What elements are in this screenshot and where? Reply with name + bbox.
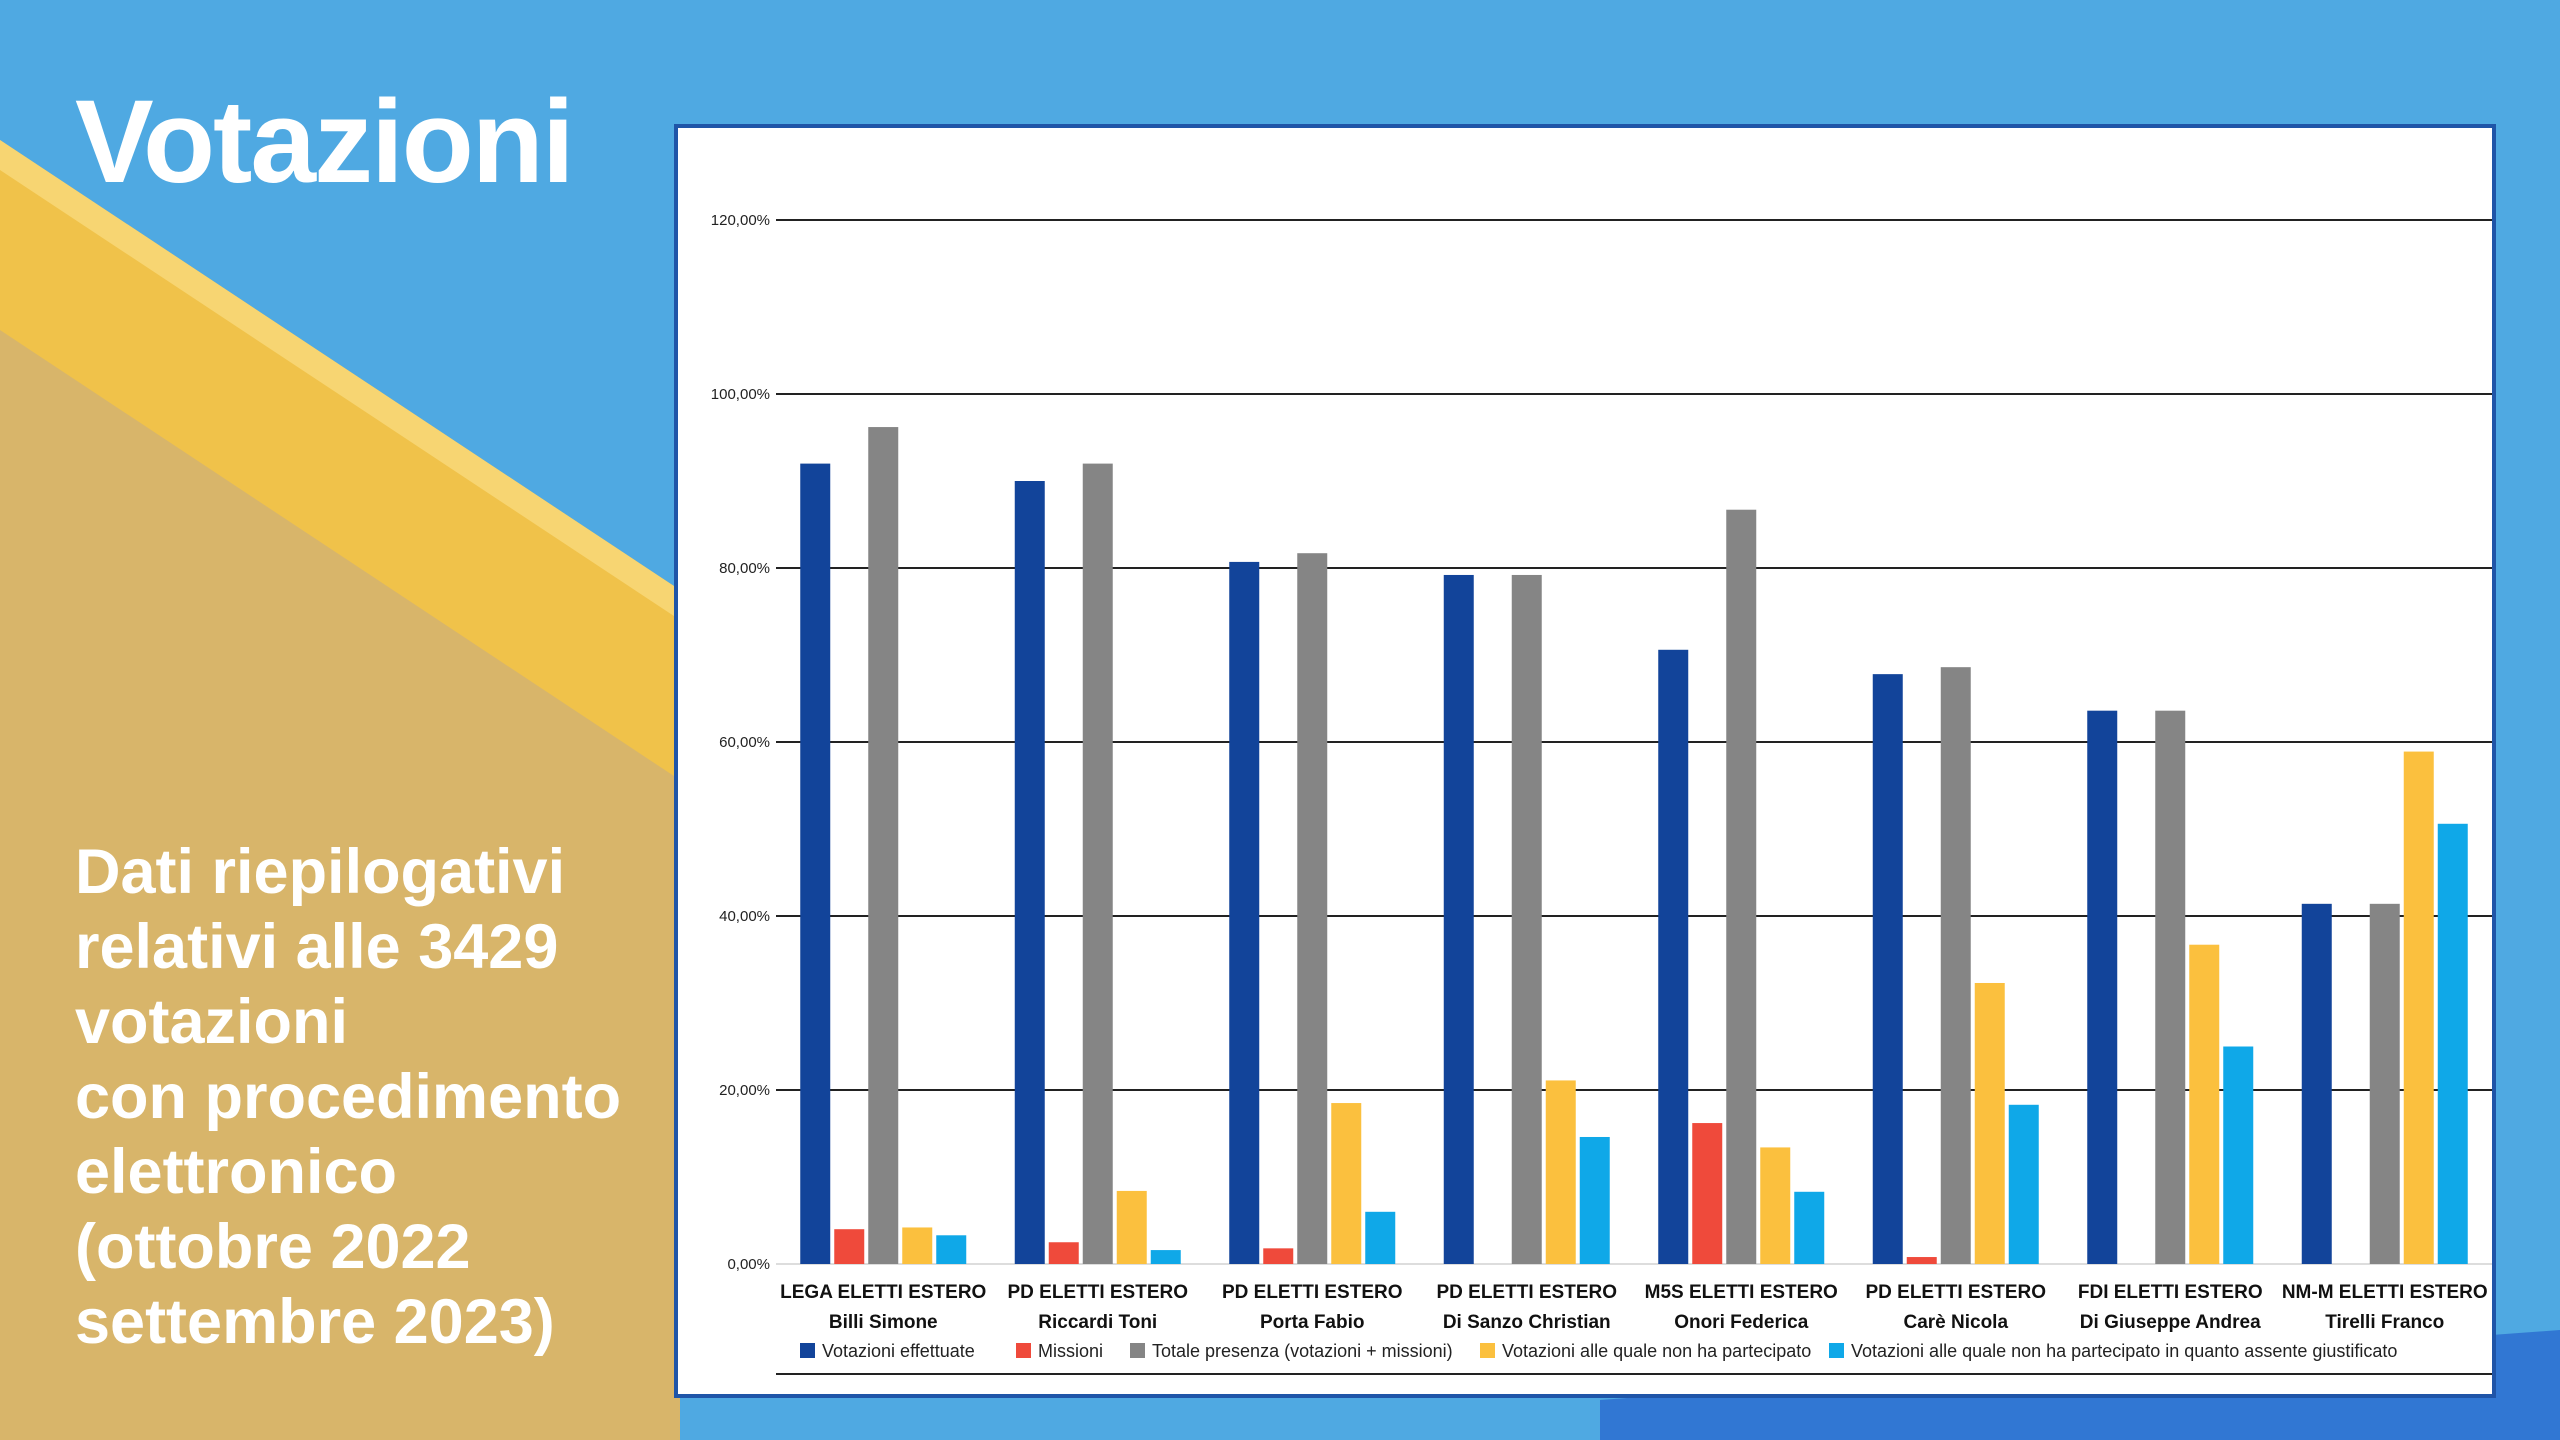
bar <box>1014 481 1045 1264</box>
legend-swatch <box>1016 1343 1031 1358</box>
bar <box>1511 574 1542 1264</box>
bar <box>936 1235 967 1264</box>
y-tick-label: 40,00% <box>719 908 770 925</box>
bar <box>1658 649 1689 1264</box>
bar <box>2008 1104 2039 1264</box>
bar <box>2437 823 2468 1264</box>
bar <box>1579 1136 1610 1264</box>
subtitle-line: (ottobre 2022 <box>75 1212 471 1282</box>
y-tick-label: 80,00% <box>719 560 770 577</box>
bar <box>1331 1103 1362 1264</box>
subtitle-line: elettronico <box>75 1137 398 1207</box>
x-category-name: Carè Nicola <box>1903 1312 2008 1333</box>
legend-label: Votazioni alle quale non ha partecipato <box>1502 1341 1811 1361</box>
legend-swatch <box>800 1343 815 1358</box>
bar-chart: 0,00% 20,00% 40,00% 60,00% 80,00% 100,00% 120,… <box>711 212 2492 1375</box>
x-category-party: PD ELETTI ESTERO <box>1222 1282 1403 1303</box>
x-category-party: M5S ELETTI ESTERO <box>1645 1282 1838 1303</box>
subtitle-line: votazioni <box>75 987 349 1057</box>
bar <box>2155 710 2186 1264</box>
x-category-name: Onori Federica <box>1674 1312 1809 1333</box>
x-category-name: Porta Fabio <box>1260 1312 1365 1333</box>
bar <box>2403 751 2434 1264</box>
bar <box>1726 509 1757 1265</box>
y-tick-label: 120,00% <box>711 212 770 229</box>
bar <box>2087 710 2118 1264</box>
x-category-party: PD ELETTI ESTERO <box>1007 1282 1188 1303</box>
bar <box>2223 1046 2254 1264</box>
subtitle-line: relativi alle 3429 <box>75 912 559 982</box>
y-tick-label: 100,00% <box>711 386 770 403</box>
legend-label: Missioni <box>1038 1341 1103 1361</box>
bar <box>2189 944 2220 1264</box>
bar <box>1872 674 1903 1264</box>
legend-swatch <box>1480 1343 1495 1358</box>
x-category-party: FDI ELETTI ESTERO <box>2078 1282 2263 1303</box>
x-category-party: PD ELETTI ESTERO <box>1865 1282 2046 1303</box>
x-category-party: PD ELETTI ESTERO <box>1436 1282 1617 1303</box>
bar <box>902 1227 933 1264</box>
y-tick-label: 20,00% <box>719 1082 770 1099</box>
bar <box>1443 574 1474 1264</box>
bar <box>1365 1211 1396 1264</box>
y-tick-label: 60,00% <box>719 734 770 751</box>
legend-label: Votazioni effettuate <box>822 1341 975 1361</box>
bar <box>834 1229 865 1264</box>
x-category-party: LEGA ELETTI ESTERO <box>780 1282 986 1303</box>
bar <box>1906 1257 1937 1264</box>
subtitle-line: settembre 2023) <box>75 1287 555 1357</box>
legend-label: Votazioni alle quale non ha partecipato … <box>1851 1341 2397 1361</box>
legend-swatch <box>1829 1343 1844 1358</box>
y-tick-label: 0,00% <box>727 1256 770 1273</box>
x-category-name: Riccardi Toni <box>1038 1312 1157 1333</box>
bar <box>1150 1250 1181 1264</box>
bar <box>868 427 899 1264</box>
x-category-party: NM-M ELETTI ESTERO <box>2282 1282 2488 1303</box>
bar <box>1692 1123 1723 1264</box>
bar <box>1940 667 1971 1264</box>
bar <box>2301 903 2332 1264</box>
bar <box>2369 903 2400 1264</box>
bar <box>1229 561 1260 1264</box>
subtitle-line: con procedimento <box>75 1062 622 1132</box>
bar <box>1116 1190 1147 1264</box>
page-subtitle: Dati riepilogativi relativi alle 3429 vo… <box>75 835 675 1360</box>
bar <box>1974 982 2005 1264</box>
bar <box>1545 1080 1576 1264</box>
bar <box>800 463 831 1265</box>
legend-swatch <box>1130 1343 1145 1358</box>
bar <box>1297 553 1328 1264</box>
bar <box>1048 1242 1079 1264</box>
x-category-name: Tirelli Franco <box>2325 1312 2444 1333</box>
x-category-name: Di Sanzo Christian <box>1443 1312 1611 1333</box>
x-category-name: Billi Simone <box>829 1312 938 1333</box>
page-title: Votazioni <box>75 76 575 208</box>
bar <box>1082 463 1113 1265</box>
bar <box>1263 1248 1294 1264</box>
bar <box>1794 1191 1825 1264</box>
x-category-name: Di Giuseppe Andrea <box>2080 1312 2261 1333</box>
legend-label: Totale presenza (votazioni + missioni) <box>1152 1341 1453 1361</box>
subtitle-line: Dati riepilogativi <box>75 837 566 907</box>
chart-frame: 0,00% 20,00% 40,00% 60,00% 80,00% 100,00% 120,… <box>674 124 2496 1398</box>
bar <box>1760 1147 1791 1264</box>
